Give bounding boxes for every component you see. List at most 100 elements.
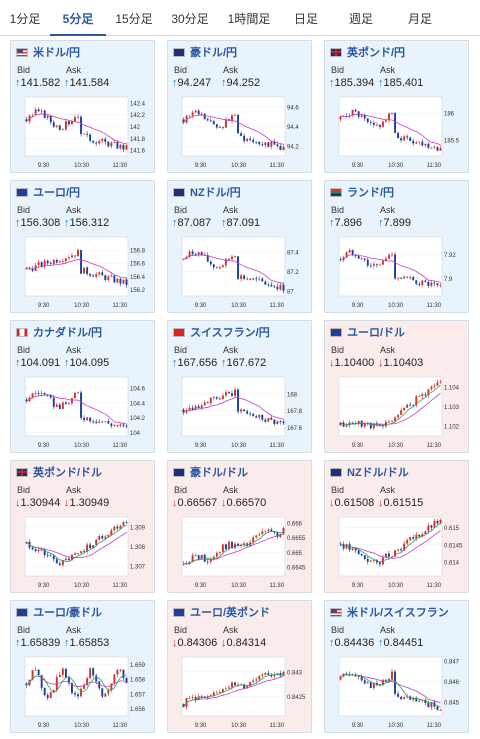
- candle-body: [200, 405, 203, 409]
- pair-name[interactable]: 豪ドル/ドル: [190, 467, 249, 479]
- candlestick-chart[interactable]: 156.8 156.6 156.4 156.2 9:30 10:30 11:30: [15, 233, 152, 310]
- candle-body: [258, 414, 261, 418]
- tab-6[interactable]: 週足: [348, 12, 373, 26]
- candle-body: [270, 284, 273, 287]
- rate-card[interactable]: ユーロ/豪ドル Bid Ask ↑1.65839 ↑1.65853 1.659 1.658 1…: [10, 600, 155, 733]
- candlestick-chart[interactable]: 168 167.8 167.6 9:30 10:30 11:30: [172, 373, 309, 450]
- pair-name[interactable]: スイスフラン/円: [190, 327, 270, 339]
- pair-name[interactable]: 英ポンド/円: [347, 47, 406, 59]
- pair-name[interactable]: ユーロ/英ポンド: [190, 607, 271, 619]
- pair-name[interactable]: NZドル/円: [190, 187, 241, 199]
- candlestick-chart[interactable]: 94.6 94.4 94.2 9:30 10:30 11:30: [172, 93, 309, 170]
- rate-card[interactable]: 英ポンド/ドル Bid Ask ↓1.30944 ↓1.30949 1.309 1.308 1…: [10, 460, 155, 593]
- candle-body: [231, 115, 233, 121]
- candle-body: [282, 528, 285, 535]
- bid-number: 104.091: [20, 357, 61, 369]
- candlestick-chart[interactable]: 104.6 104.4 104.2 104 9:30 10:30 11:30: [15, 373, 152, 450]
- rate-card[interactable]: 豪ドル/ドル Bid Ask ↓0.66567 ↓0.66570 0.666 0.6655 0…: [167, 460, 312, 593]
- candle-body: [267, 672, 270, 675]
- candle-body: [394, 417, 397, 422]
- rate-card[interactable]: 英ポンド/円 Bid Ask ↑185.394 ↑185.401 186 185.5 9:30…: [324, 40, 469, 173]
- tab-4[interactable]: 1時間足: [227, 12, 271, 26]
- tab-7[interactable]: 月足: [407, 12, 432, 26]
- pair-name[interactable]: 英ポンド/ドル: [33, 467, 103, 479]
- rate-card[interactable]: カナダドル/円 Bid Ask ↑104.091 ↑104.095 104.6 104.4 1…: [10, 320, 155, 453]
- candle-body: [77, 392, 79, 394]
- candle-body: [267, 417, 270, 422]
- candle-body: [400, 138, 403, 141]
- candle-body: [110, 423, 113, 426]
- rate-card[interactable]: ユーロ/円 Bid Ask ↑156.308 ↑156.312 156.8 156.6 156…: [10, 180, 155, 313]
- pair-name[interactable]: ランド/円: [347, 187, 395, 199]
- candle-body: [34, 392, 37, 394]
- tab-1[interactable]: 5分足: [50, 0, 106, 36]
- candle-body: [430, 525, 433, 528]
- candlestick-chart[interactable]: 1.659 1.658 1.657 1.656 9:30 10:30 11:30: [15, 653, 152, 730]
- candlestick-chart[interactable]: 0.843 0.8425 9:30 10:30 11:30: [172, 653, 309, 730]
- candlestick-chart[interactable]: 7.92 7.9 9:30 10:30 11:30: [329, 233, 466, 310]
- rate-card[interactable]: NZドル/ドル Bid Ask ↓0.61508 ↓0.61515 0.615 0.6145…: [324, 460, 469, 593]
- pair-name[interactable]: 米ドル/スイスフラン: [347, 607, 449, 619]
- ask-label: Ask: [66, 345, 82, 355]
- pair-name[interactable]: ユーロ/円: [33, 187, 81, 199]
- candlestick-chart[interactable]: 0.666 0.6655 0.665 0.6645 9:30 10:30 11:30: [172, 513, 309, 590]
- pair-name[interactable]: ユーロ/ドル: [347, 327, 406, 339]
- y-tick-label: 0.8425: [287, 695, 306, 701]
- candle-body: [80, 116, 83, 134]
- candle-body: [194, 555, 197, 557]
- candle-body: [104, 138, 107, 142]
- card-header: ユーロ/豪ドル: [16, 605, 102, 619]
- rate-card[interactable]: 米ドル/スイスフラン Bid Ask ↑0.84436 ↑0.84451 0.847 0.8…: [324, 600, 469, 733]
- candlestick-chart[interactable]: 0.615 0.6145 0.614 9:30 10:30 11:30: [329, 513, 466, 590]
- candle-body: [52, 555, 55, 560]
- tab-0[interactable]: 1分足: [9, 12, 41, 26]
- candle-body: [77, 694, 79, 697]
- tab-3[interactable]: 30分足: [171, 12, 209, 26]
- candle-body: [61, 402, 64, 409]
- ask-value: ↑0.84451: [378, 637, 423, 649]
- rate-card[interactable]: 豪ドル/円 Bid Ask ↑94.247 ↑94.252 94.6 94.4 94.2 9:3…: [167, 40, 312, 173]
- candlestick-chart[interactable]: 0.847 0.846 0.845 9:30 10:30 11:30: [329, 653, 466, 730]
- candle-body: [246, 138, 249, 141]
- candlestick-chart[interactable]: 87.4 87.2 87 9:30 10:30 11:30: [172, 233, 309, 310]
- pair-name[interactable]: 米ドル/円: [33, 47, 81, 59]
- candlestick-chart[interactable]: 142.4 142.2 142 141.8 141.6 9:30 10:30 11:30: [15, 93, 152, 170]
- candle-body: [182, 704, 185, 708]
- tab-5[interactable]: 日足: [293, 12, 318, 26]
- rate-card[interactable]: ランド/円 Bid Ask ↑7.896 ↑7.899 7.92 7.9 9:30 10:30 1…: [324, 180, 469, 313]
- candle-body: [412, 537, 415, 539]
- candlestick-chart[interactable]: 1.309 1.308 1.307 9:30 10:30 11:30: [15, 513, 152, 590]
- candle-body: [104, 693, 107, 697]
- rate-card[interactable]: ユーロ/英ポンド Bid Ask ↓0.84306 ↓0.84314 0.843 0.842…: [167, 600, 312, 733]
- rate-card[interactable]: NZドル/円 Bid Ask ↑87.087 ↑87.091 87.4 87.2 87 9:30…: [167, 180, 312, 313]
- up-arrow-icon: ↑: [221, 217, 227, 229]
- pair-name[interactable]: 豪ドル/円: [190, 47, 238, 59]
- candle-body: [40, 549, 43, 551]
- candle-body: [421, 394, 424, 397]
- pair-name[interactable]: カナダドル/円: [33, 327, 103, 339]
- candlestick-chart[interactable]: 186 185.5 9:30 10:30 11:30: [329, 93, 466, 170]
- tab-2[interactable]: 15分足: [115, 12, 153, 26]
- chart-svg: 156.8 156.6 156.4 156.2 9:30 10:30 11:30: [24, 236, 146, 309]
- x-tick-label: 9:30: [38, 723, 50, 729]
- bid-number: 0.84436: [334, 637, 375, 649]
- candle-body: [388, 421, 390, 423]
- flag-icon: [330, 47, 342, 57]
- chart-svg: 0.666 0.6655 0.665 0.6645 9:30 10:30 11:30: [181, 516, 306, 589]
- bid-label: Bid: [331, 485, 345, 495]
- candle-body: [182, 119, 185, 123]
- candle-body: [119, 525, 122, 529]
- chart-svg: 1.104 1.103 1.102 9:30 10:30 11:30: [338, 376, 460, 449]
- rate-card[interactable]: スイスフラン/円 Bid Ask ↑167.656 ↑167.672 168 167.8 16…: [167, 320, 312, 453]
- pair-name[interactable]: NZドル/ドル: [347, 467, 409, 479]
- candle-body: [282, 146, 285, 151]
- candle-body: [119, 424, 122, 426]
- rate-card[interactable]: 米ドル/円 Bid Ask ↑141.582 ↑141.584 142.4 142.2 142…: [10, 40, 155, 173]
- y-tick-label: 1.102: [444, 425, 460, 431]
- pair-name[interactable]: ユーロ/豪ドル: [33, 607, 103, 619]
- candle-body: [255, 142, 258, 143]
- candle-body: [227, 687, 230, 689]
- candlestick-chart[interactable]: 1.104 1.103 1.102 9:30 10:30 11:30: [329, 373, 466, 450]
- candle-body: [436, 382, 439, 386]
- rate-card[interactable]: ユーロ/ドル Bid Ask ↓1.10400 ↓1.10403 1.104 1.103 1.…: [324, 320, 469, 453]
